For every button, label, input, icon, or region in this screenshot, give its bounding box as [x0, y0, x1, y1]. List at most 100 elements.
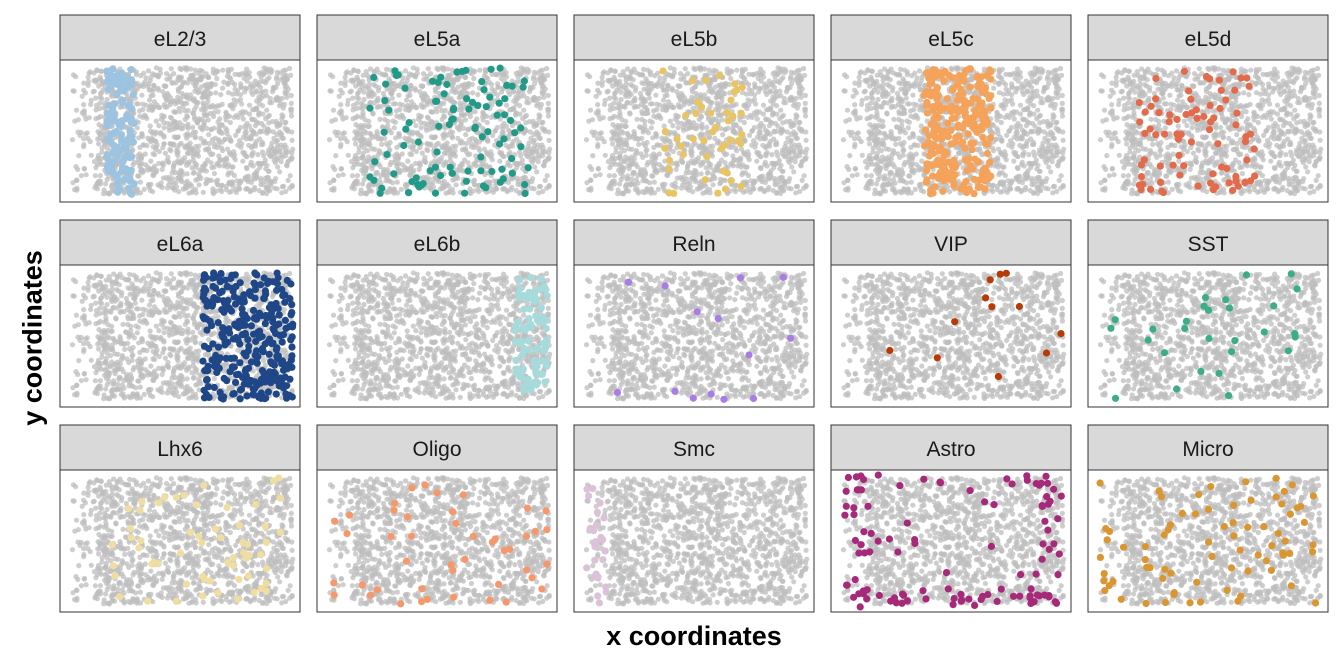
- background-point: [220, 85, 226, 91]
- background-point: [196, 117, 202, 123]
- highlight-point: [103, 151, 112, 159]
- background-point: [421, 76, 427, 82]
- background-point: [463, 140, 469, 147]
- facet-strip: [59, 14, 301, 61]
- background-point: [465, 81, 471, 87]
- background-point: [750, 182, 756, 188]
- background-point: [142, 151, 148, 157]
- facet-label: eL5a: [414, 28, 461, 51]
- background-point: [692, 84, 699, 90]
- highlight-point: [119, 157, 127, 165]
- background-point: [212, 71, 218, 77]
- background-point: [375, 95, 381, 101]
- background-point: [366, 86, 372, 92]
- highlight-point: [737, 140, 745, 148]
- background-point: [652, 154, 658, 160]
- background-point: [770, 187, 776, 194]
- background-point: [1035, 77, 1041, 83]
- background-point: [410, 138, 416, 144]
- background-point: [331, 177, 337, 183]
- background-point: [632, 88, 639, 94]
- background-point: [251, 83, 257, 89]
- background-point: [453, 182, 459, 188]
- background-point: [279, 95, 285, 101]
- background-point: [741, 150, 747, 156]
- background-point: [98, 90, 104, 96]
- background-point: [199, 74, 205, 80]
- highlight-point: [437, 172, 445, 180]
- highlight-point: [412, 174, 420, 182]
- background-point: [633, 177, 640, 183]
- background-point: [1035, 107, 1041, 113]
- background-point: [263, 166, 269, 172]
- background-point: [612, 68, 618, 74]
- highlight-point: [517, 143, 525, 151]
- background-point: [849, 173, 856, 179]
- background-point: [104, 145, 110, 151]
- background-point: [73, 74, 79, 80]
- background-point: [770, 112, 776, 118]
- background-point: [477, 67, 483, 73]
- background-point: [283, 188, 289, 195]
- background-point: [595, 102, 601, 108]
- background-point: [414, 66, 420, 72]
- background-point: [620, 173, 626, 179]
- background-point: [358, 191, 364, 197]
- background-point: [775, 65, 781, 71]
- facet-panel-el5c: eL5c: [830, 14, 1072, 203]
- background-point: [420, 83, 426, 89]
- background-point: [148, 158, 154, 164]
- background-point: [840, 137, 847, 143]
- background-point: [375, 88, 382, 94]
- facet-panel-el2-3: eL2/3: [59, 14, 301, 203]
- background-point: [641, 175, 647, 181]
- background-point: [544, 185, 550, 191]
- highlight-point: [665, 165, 673, 173]
- background-point: [216, 129, 222, 135]
- background-point: [541, 127, 547, 133]
- background-point: [185, 142, 191, 148]
- background-point: [92, 173, 98, 179]
- background-point: [532, 164, 538, 170]
- background-point: [335, 173, 341, 179]
- background-point: [624, 99, 631, 105]
- background-point: [190, 170, 196, 176]
- background-point: [210, 151, 216, 157]
- background-point: [475, 92, 481, 98]
- highlight-point: [463, 95, 471, 103]
- background-point: [647, 180, 653, 186]
- background-point: [792, 100, 798, 107]
- background-point: [862, 88, 868, 94]
- background-point: [638, 101, 645, 107]
- background-point: [274, 69, 280, 75]
- background-point: [611, 105, 617, 112]
- background-point: [623, 118, 629, 124]
- background-point: [541, 90, 547, 96]
- background-point: [247, 189, 253, 195]
- background-point: [419, 94, 425, 100]
- background-point: [503, 142, 509, 148]
- highlight-point: [405, 119, 413, 127]
- background-point: [789, 81, 795, 87]
- background-point: [622, 104, 628, 110]
- background-point: [627, 110, 633, 116]
- background-point: [499, 130, 505, 136]
- background-point: [595, 136, 601, 142]
- background-point: [739, 172, 745, 178]
- background-point: [797, 188, 803, 195]
- background-point: [607, 165, 613, 171]
- background-point: [644, 162, 650, 168]
- background-point: [178, 167, 184, 173]
- background-point: [670, 123, 676, 129]
- highlight-point: [118, 117, 126, 125]
- background-point: [647, 101, 654, 107]
- background-point: [269, 119, 276, 125]
- background-point: [190, 129, 197, 135]
- background-point: [457, 94, 464, 100]
- background-point: [217, 116, 223, 122]
- background-point: [802, 100, 808, 106]
- background-point: [360, 102, 366, 108]
- background-point: [760, 69, 766, 76]
- background-point: [631, 131, 638, 137]
- background-point: [342, 74, 348, 80]
